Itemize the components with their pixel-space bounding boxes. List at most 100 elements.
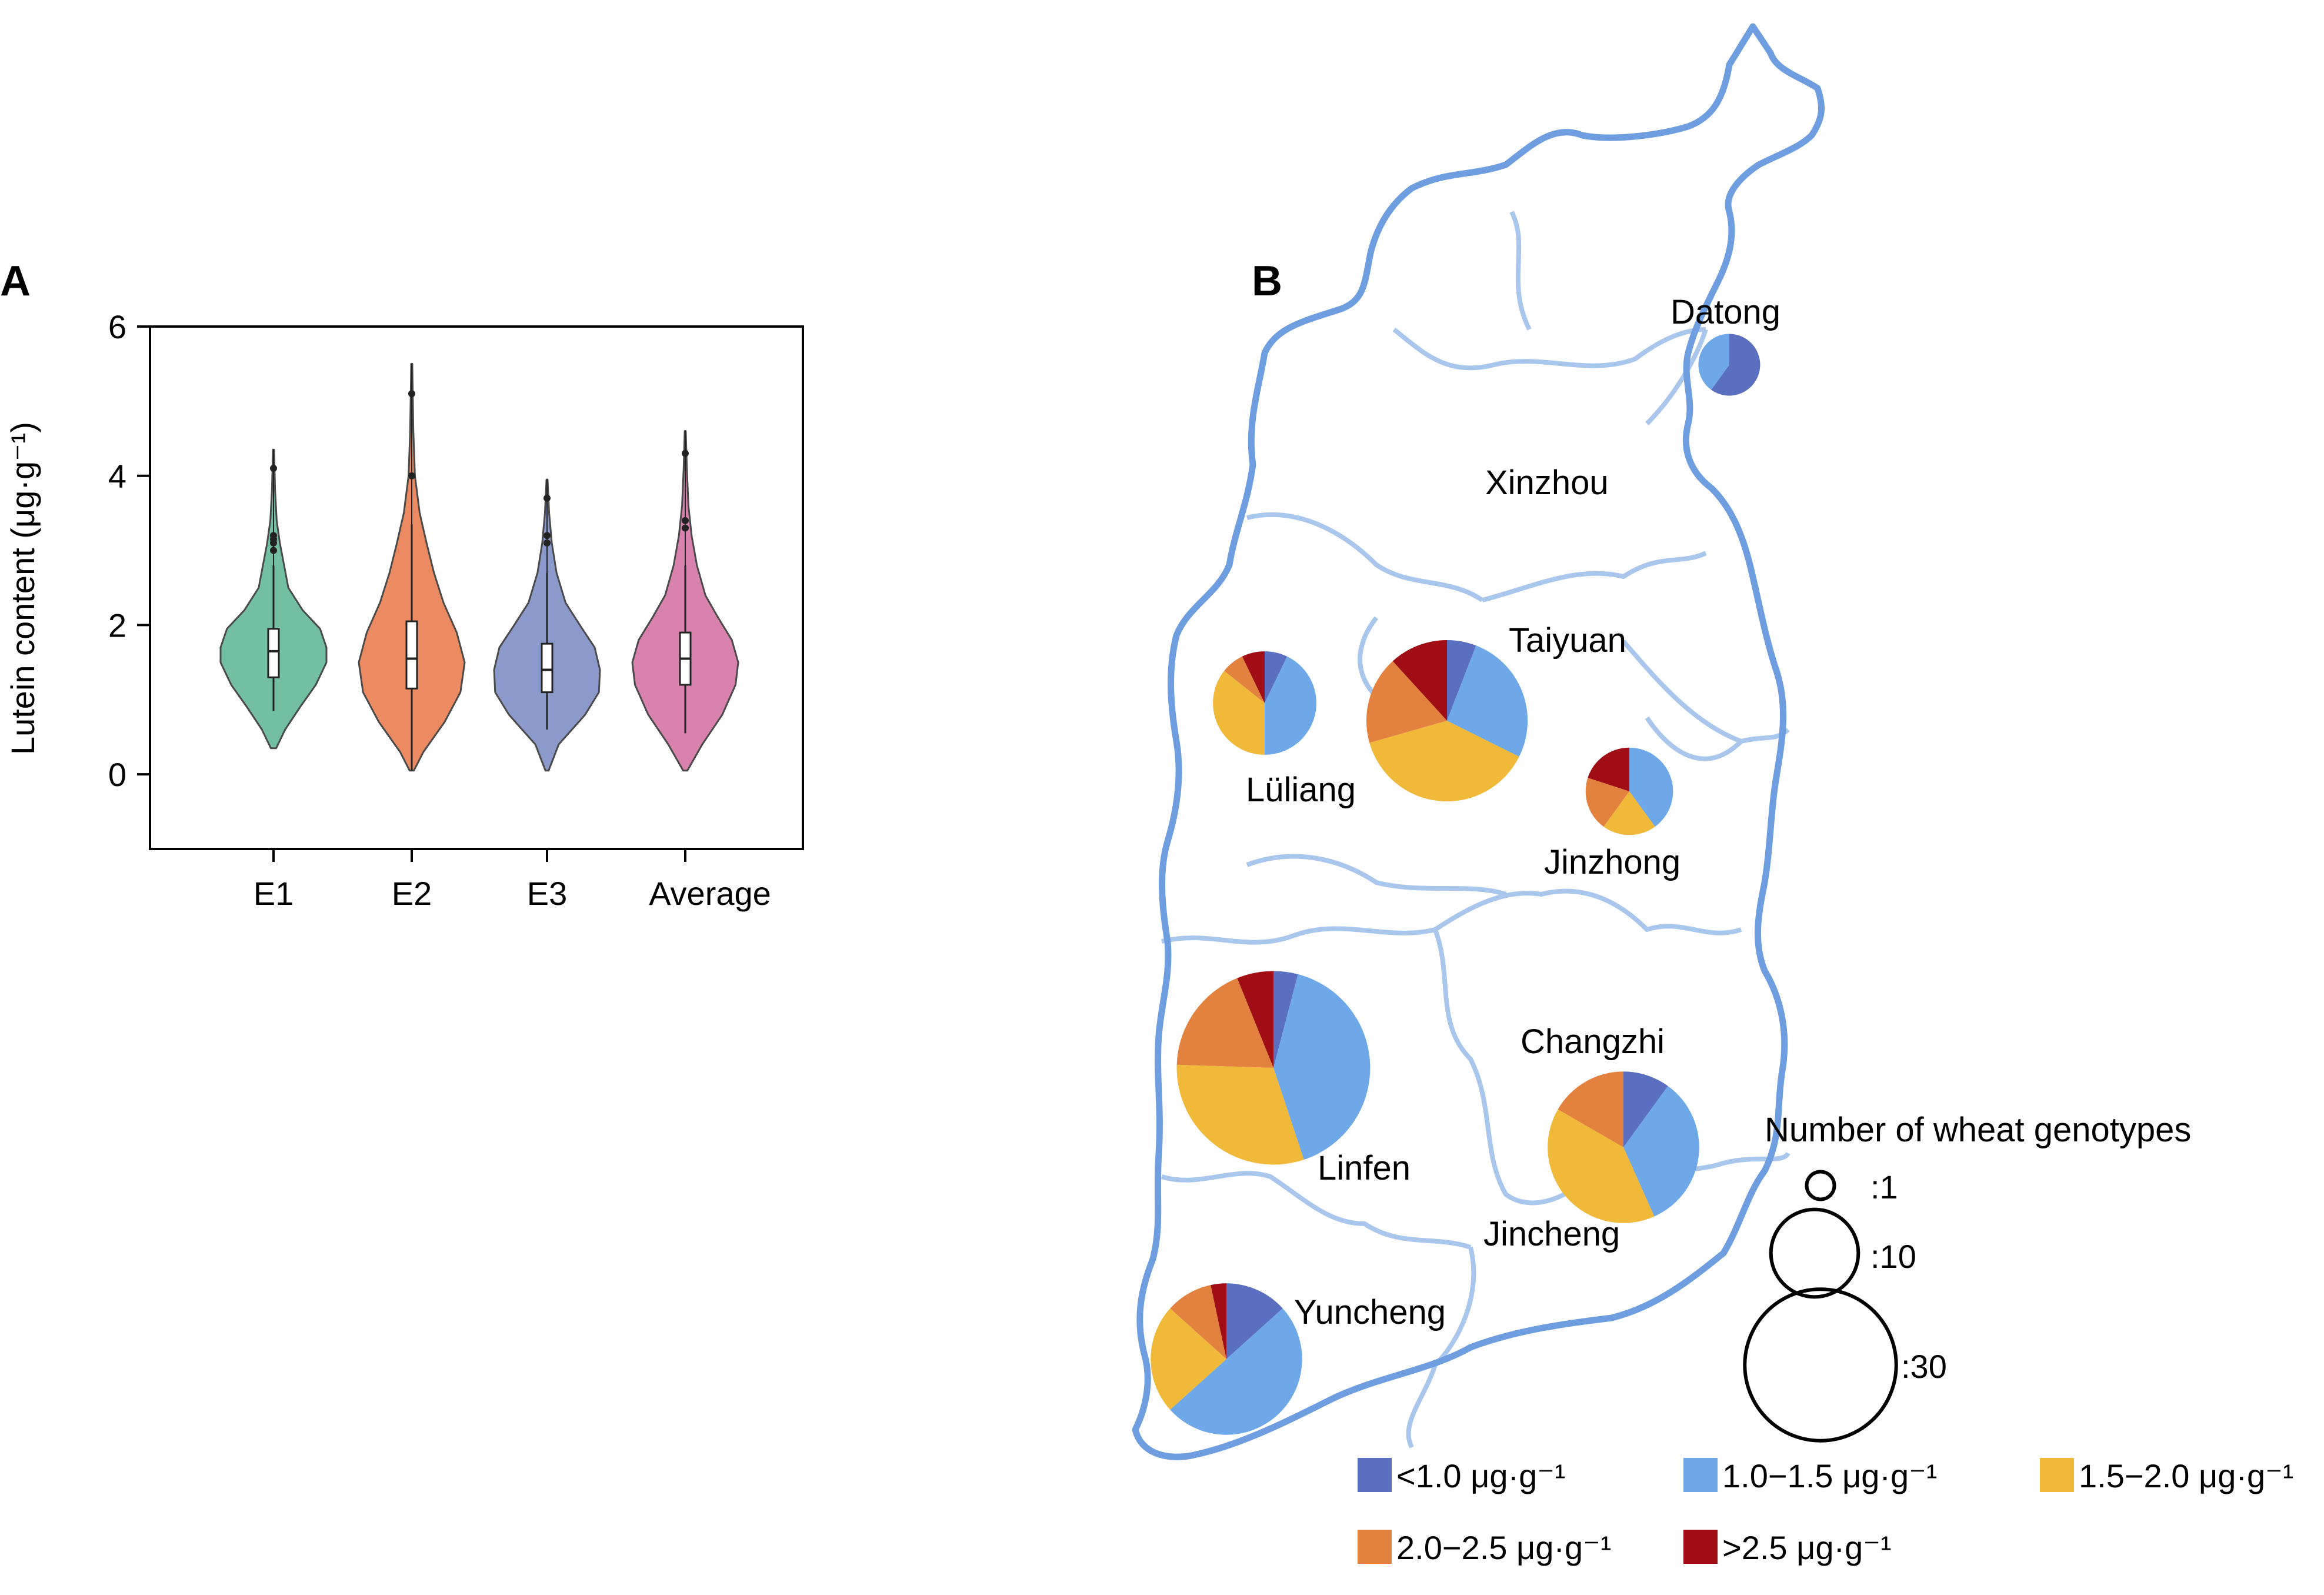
class-legend-label: 1.5−2.0 μg·g⁻¹ xyxy=(2079,1457,2293,1494)
violin-e2 xyxy=(358,362,466,772)
pie-slice xyxy=(1711,334,1760,396)
class-legend-label: <1.0 μg·g⁻¹ xyxy=(1396,1457,1566,1494)
violin-outlier xyxy=(270,465,277,472)
region-label-taiyuan: Taiyuan xyxy=(1509,621,1626,660)
violin-outlier xyxy=(270,532,277,540)
class-legend-swatch xyxy=(1358,1530,1392,1564)
pie-slice xyxy=(1211,1283,1226,1359)
violin-outlier xyxy=(682,449,689,457)
violin-chart: 0 2 4 6 E1 E2 E3 Average Lutein content (μg·g⁻… xyxy=(4,308,804,912)
violin-average xyxy=(631,430,739,772)
pie-slice xyxy=(1447,640,1476,721)
violin-outlier xyxy=(544,494,551,502)
region-label-linfen: Linfen xyxy=(1318,1149,1411,1187)
pie-slice xyxy=(1176,978,1273,1068)
region-label-luliang: Lüliang xyxy=(1246,771,1356,809)
size-legend-label: :1 xyxy=(1870,1168,1898,1206)
pie-datong xyxy=(1698,334,1760,396)
size-legend-circle xyxy=(1805,1170,1836,1201)
class-legend-label: 2.0−2.5 μg·g⁻¹ xyxy=(1396,1529,1611,1566)
y-tick-label: 0 xyxy=(108,756,126,793)
region-labels: Datong Xinzhou Taiyuan Lüliang Jinzhong … xyxy=(1246,293,1780,1331)
pie-slice xyxy=(1623,1071,1668,1147)
y-tick-label: 4 xyxy=(108,458,126,495)
pie-slice xyxy=(1447,645,1528,757)
size-legend-label: :10 xyxy=(1870,1238,1916,1275)
pie-charts xyxy=(1151,334,1760,1435)
pie-slice xyxy=(1548,1109,1655,1223)
region-label-datong: Datong xyxy=(1671,293,1780,331)
y-tick-label: 6 xyxy=(108,308,126,345)
violin-outlier xyxy=(544,539,551,547)
size-legend-circle xyxy=(1743,1287,1898,1443)
pie-slice xyxy=(1698,334,1729,390)
violins xyxy=(219,362,739,772)
pie-slice xyxy=(1265,651,1288,703)
pie-yuncheng xyxy=(1151,1283,1302,1435)
panel-label-b: B xyxy=(1252,258,1282,305)
violin-outlier xyxy=(682,524,689,532)
pie-slice xyxy=(1558,1071,1623,1147)
pie-taiyuan xyxy=(1366,640,1528,802)
region-label-jinzhong: Jinzhong xyxy=(1544,843,1681,881)
panel-label-a: A xyxy=(0,258,31,305)
x-tick-label: Average xyxy=(649,875,771,912)
x-tick-label: E3 xyxy=(527,875,568,912)
class-legend-swatch xyxy=(1683,1458,1718,1492)
shanxi-map: Datong Xinzhou Taiyuan Lüliang Jinzhong … xyxy=(1132,23,1825,1460)
violin-outlier xyxy=(544,532,551,540)
pie-slice xyxy=(1226,1283,1283,1359)
pie-slice xyxy=(1151,1308,1226,1410)
inner-borders xyxy=(1161,211,1790,1449)
pie-changzhi xyxy=(1548,1071,1699,1223)
class-legend-label: 1.0−1.5 μg·g⁻¹ xyxy=(1722,1457,1937,1494)
size-legend-title: Number of wheat genotypes xyxy=(1765,1111,2191,1149)
violin-outlier xyxy=(408,472,415,480)
pie-slice xyxy=(1273,971,1298,1068)
size-legend-label: :30 xyxy=(1901,1348,1947,1385)
pie-slice xyxy=(1237,971,1273,1068)
pie-slice xyxy=(1242,651,1265,703)
pie-slice xyxy=(1273,974,1371,1160)
violin-e3 xyxy=(493,478,601,772)
region-label-jincheng: Jincheng xyxy=(1483,1215,1620,1253)
pie-slice xyxy=(1629,747,1673,827)
pie-slice xyxy=(1369,721,1519,802)
violin-outlier xyxy=(682,517,689,524)
pie-slice xyxy=(1366,661,1447,743)
violin-box xyxy=(405,620,418,690)
pie-slice xyxy=(1265,656,1316,755)
class-legend-swatch xyxy=(1683,1530,1718,1564)
x-tick-label: E2 xyxy=(392,875,432,912)
size-legend-circle xyxy=(1769,1207,1860,1299)
province-outline xyxy=(1132,23,1825,1460)
region-label-changzhi: Changzhi xyxy=(1521,1023,1665,1061)
class-legend-swatch xyxy=(1358,1458,1392,1492)
pie-slice xyxy=(1392,640,1447,721)
y-axis-label: Lutein content (μg·g⁻¹) xyxy=(4,422,41,755)
plot-frame xyxy=(149,325,804,850)
y-axis: 0 2 4 6 xyxy=(108,308,150,793)
pie-slice xyxy=(1224,656,1265,703)
violin-e1 xyxy=(219,448,328,750)
class-legend-label: >2.5 μg·g⁻¹ xyxy=(1722,1529,1892,1566)
pie-slice xyxy=(1176,1064,1304,1165)
violin-outlier xyxy=(270,547,277,554)
violin-outlier xyxy=(408,390,415,398)
pie-slice xyxy=(1623,1085,1699,1217)
pie-linfen xyxy=(1176,971,1371,1165)
region-label-yuncheng: Yuncheng xyxy=(1294,1293,1446,1331)
pie-jinzhong xyxy=(1585,747,1673,835)
region-label-xinzhou: Xinzhou xyxy=(1485,464,1609,502)
size-legend: Number of wheat genotypes :1 :10 :30 xyxy=(1743,1111,2191,1443)
class-legend: <1.0 μg·g⁻¹ 1.0−1.5 μg·g⁻¹ 1.5−2.0 μg·g⁻¹ 2… xyxy=(1358,1457,2293,1566)
pie-slice xyxy=(1170,1285,1226,1359)
pie-lliang xyxy=(1213,651,1316,755)
class-legend-swatch xyxy=(2040,1458,2074,1492)
violin-box xyxy=(541,642,554,694)
x-axis: E1 E2 E3 Average xyxy=(254,849,771,912)
pie-slice xyxy=(1603,791,1655,835)
y-tick-label: 2 xyxy=(108,607,126,644)
pie-slice xyxy=(1585,778,1629,827)
